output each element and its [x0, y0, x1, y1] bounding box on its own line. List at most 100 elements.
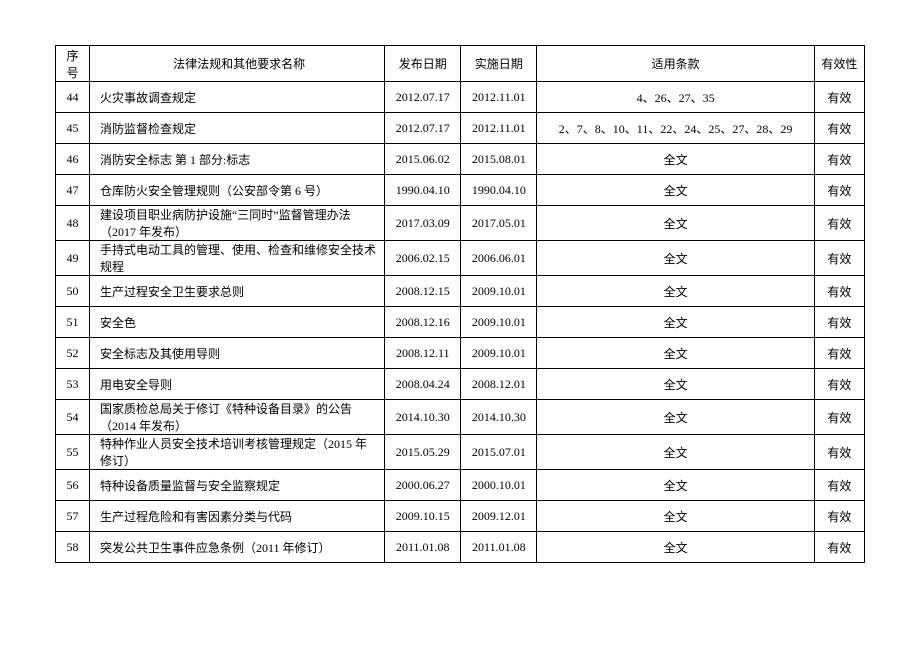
table-row: 56特种设备质量监督与安全监察规定2000.06.272000.10.01全文有…: [56, 470, 865, 501]
cell-seq: 50: [56, 276, 90, 307]
cell-clause: 全文: [537, 400, 815, 435]
cell-clause: 4、26、27、35: [537, 82, 815, 113]
cell-publish-date: 2008.12.16: [385, 307, 461, 338]
cell-name: 用电安全导则: [89, 369, 384, 400]
regulations-table: 序号 法律法规和其他要求名称 发布日期 实施日期 适用条款 有效性 44火灾事故…: [55, 45, 865, 563]
cell-effective-date: 2011.01.08: [461, 532, 537, 563]
cell-seq: 54: [56, 400, 90, 435]
table-row: 45消防监督检查规定2012.07.172012.11.012、7、8、10、1…: [56, 113, 865, 144]
cell-effective-date: 2009.10.01: [461, 307, 537, 338]
cell-effective-date: 2012.11.01: [461, 113, 537, 144]
cell-publish-date: 2011.01.08: [385, 532, 461, 563]
cell-effective-date: 2000.10.01: [461, 470, 537, 501]
cell-name: 火灾事故调查规定: [89, 82, 384, 113]
header-name: 法律法规和其他要求名称: [89, 46, 384, 82]
cell-clause: 全文: [537, 307, 815, 338]
cell-clause: 全文: [537, 144, 815, 175]
cell-publish-date: 2008.04.24: [385, 369, 461, 400]
cell-seq: 52: [56, 338, 90, 369]
cell-seq: 57: [56, 501, 90, 532]
cell-publish-date: 2015.06.02: [385, 144, 461, 175]
header-seq: 序号: [56, 46, 90, 82]
header-valid: 有效性: [814, 46, 864, 82]
cell-publish-date: 2012.07.17: [385, 82, 461, 113]
cell-publish-date: 2015.05.29: [385, 435, 461, 470]
cell-clause: 全文: [537, 470, 815, 501]
table-row: 48建设项目职业病防护设施“三同时”监督管理办法（2017 年发布）2017.0…: [56, 206, 865, 241]
cell-seq: 51: [56, 307, 90, 338]
cell-publish-date: 2017.03.09: [385, 206, 461, 241]
cell-publish-date: 2008.12.15: [385, 276, 461, 307]
cell-valid: 有效: [814, 144, 864, 175]
cell-valid: 有效: [814, 175, 864, 206]
cell-effective-date: 2008.12.01: [461, 369, 537, 400]
cell-name: 安全色: [89, 307, 384, 338]
cell-seq: 56: [56, 470, 90, 501]
cell-publish-date: 2012.07.17: [385, 113, 461, 144]
cell-name: 安全标志及其使用导则: [89, 338, 384, 369]
cell-valid: 有效: [814, 501, 864, 532]
table-row: 55特种作业人员安全技术培训考核管理规定（2015 年修订）2015.05.29…: [56, 435, 865, 470]
cell-publish-date: 2006.02.15: [385, 241, 461, 276]
cell-name: 消防安全标志 第 1 部分:标志: [89, 144, 384, 175]
cell-valid: 有效: [814, 400, 864, 435]
cell-effective-date: 2006.06.01: [461, 241, 537, 276]
cell-clause: 全文: [537, 435, 815, 470]
cell-name: 国家质检总局关于修订《特种设备目录》的公告（2014 年发布）: [89, 400, 384, 435]
cell-publish-date: 2014.10.30: [385, 400, 461, 435]
cell-valid: 有效: [814, 369, 864, 400]
cell-effective-date: 2014.10.30: [461, 400, 537, 435]
cell-clause: 全文: [537, 369, 815, 400]
cell-seq: 46: [56, 144, 90, 175]
cell-name: 特种作业人员安全技术培训考核管理规定（2015 年修订）: [89, 435, 384, 470]
cell-seq: 55: [56, 435, 90, 470]
cell-seq: 58: [56, 532, 90, 563]
cell-name: 生产过程危险和有害因素分类与代码: [89, 501, 384, 532]
cell-name: 特种设备质量监督与安全监察规定: [89, 470, 384, 501]
table-row: 57生产过程危险和有害因素分类与代码2009.10.152009.12.01全文…: [56, 501, 865, 532]
cell-clause: 全文: [537, 241, 815, 276]
cell-clause: 全文: [537, 276, 815, 307]
cell-clause: 全文: [537, 338, 815, 369]
cell-valid: 有效: [814, 241, 864, 276]
cell-effective-date: 2015.07.01: [461, 435, 537, 470]
cell-name: 突发公共卫生事件应急条例（2011 年修订）: [89, 532, 384, 563]
cell-publish-date: 2000.06.27: [385, 470, 461, 501]
cell-valid: 有效: [814, 435, 864, 470]
cell-valid: 有效: [814, 470, 864, 501]
cell-effective-date: 2009.10.01: [461, 338, 537, 369]
cell-clause: 全文: [537, 501, 815, 532]
header-clause: 适用条款: [537, 46, 815, 82]
table-row: 49手持式电动工具的管理、使用、检查和维修安全技术规程2006.02.15200…: [56, 241, 865, 276]
cell-valid: 有效: [814, 307, 864, 338]
table-row: 46消防安全标志 第 1 部分:标志2015.06.022015.08.01全文…: [56, 144, 865, 175]
cell-clause: 全文: [537, 175, 815, 206]
cell-publish-date: 1990.04.10: [385, 175, 461, 206]
table-row: 50生产过程安全卫生要求总则2008.12.152009.10.01全文有效: [56, 276, 865, 307]
table-body: 44火灾事故调查规定2012.07.172012.11.014、26、27、35…: [56, 82, 865, 563]
header-effective-date: 实施日期: [461, 46, 537, 82]
cell-clause: 2、7、8、10、11、22、24、25、27、28、29: [537, 113, 815, 144]
cell-seq: 48: [56, 206, 90, 241]
table-row: 58突发公共卫生事件应急条例（2011 年修订）2011.01.082011.0…: [56, 532, 865, 563]
cell-seq: 47: [56, 175, 90, 206]
cell-seq: 53: [56, 369, 90, 400]
cell-valid: 有效: [814, 338, 864, 369]
table-row: 54国家质检总局关于修订《特种设备目录》的公告（2014 年发布）2014.10…: [56, 400, 865, 435]
table-row: 44火灾事故调查规定2012.07.172012.11.014、26、27、35…: [56, 82, 865, 113]
cell-seq: 44: [56, 82, 90, 113]
cell-effective-date: 2012.11.01: [461, 82, 537, 113]
cell-effective-date: 2015.08.01: [461, 144, 537, 175]
table-row: 52安全标志及其使用导则2008.12.112009.10.01全文有效: [56, 338, 865, 369]
cell-valid: 有效: [814, 532, 864, 563]
table-row: 47仓库防火安全管理规则（公安部令第 6 号）1990.04.101990.04…: [56, 175, 865, 206]
cell-name: 手持式电动工具的管理、使用、检查和维修安全技术规程: [89, 241, 384, 276]
cell-seq: 49: [56, 241, 90, 276]
table-header-row: 序号 法律法规和其他要求名称 发布日期 实施日期 适用条款 有效性: [56, 46, 865, 82]
cell-valid: 有效: [814, 113, 864, 144]
cell-valid: 有效: [814, 276, 864, 307]
cell-effective-date: 2009.10.01: [461, 276, 537, 307]
cell-name: 消防监督检查规定: [89, 113, 384, 144]
cell-publish-date: 2008.12.11: [385, 338, 461, 369]
header-publish-date: 发布日期: [385, 46, 461, 82]
